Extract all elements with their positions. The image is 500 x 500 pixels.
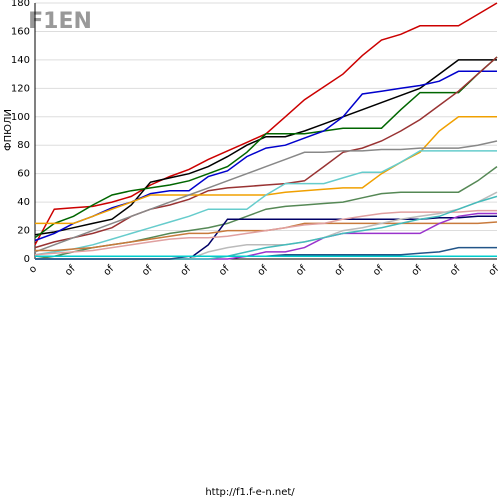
line [34, 59, 497, 236]
x-tick-label: of [102, 263, 117, 278]
x-tick-label: of [179, 263, 194, 278]
line [34, 56, 498, 249]
y-tick-label: 160 [11, 26, 30, 37]
x-tick-label: of [217, 263, 232, 278]
line [35, 195, 498, 260]
y-tick-label: 140 [11, 55, 30, 66]
y-tick-label: 100 [11, 112, 30, 123]
y-tick-label: 40 [17, 197, 30, 208]
y-tick-label: 80 [17, 140, 30, 151]
y-tick-label: 0 [24, 254, 30, 265]
line [34, 150, 497, 256]
x-tick-label: of [294, 263, 309, 278]
logo: F1EN [28, 9, 92, 34]
y-tick-label: 60 [17, 169, 30, 180]
y-tick-label: 180 [11, 0, 30, 9]
line [34, 209, 497, 256]
x-tick-label: of [410, 263, 425, 278]
x-tick-label: o [27, 263, 39, 275]
line [35, 116, 497, 225]
x-tick-label: of [487, 263, 500, 278]
x-tick-label: of [333, 263, 348, 278]
x-tick-label: of [63, 263, 78, 278]
line [34, 140, 498, 253]
x-tick-label: of [448, 263, 463, 278]
y-axis-label: ФПЮЛИ [3, 109, 14, 151]
y-tick-label: 120 [11, 83, 30, 94]
line [34, 56, 498, 239]
x-tick-label: of [371, 263, 386, 278]
x-tick-label: of [256, 263, 271, 278]
footer: http://f1.f-e-n.net/ [205, 487, 295, 498]
x-tick-label: of [140, 263, 155, 278]
y-tick-label: 20 [17, 226, 30, 237]
line [34, 70, 497, 242]
